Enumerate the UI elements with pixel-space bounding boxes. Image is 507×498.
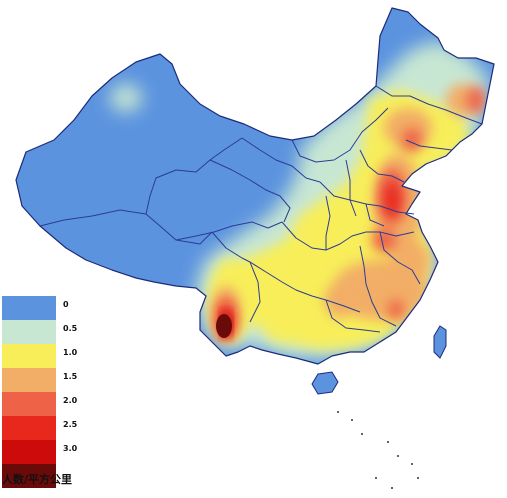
legend-item: 1.5 bbox=[2, 368, 102, 392]
border-jilin-liaoning bbox=[405, 139, 453, 151]
border-henan-shandong bbox=[365, 203, 385, 227]
legend-item: 2.0 bbox=[2, 392, 102, 416]
legend-value: 2.5 bbox=[63, 420, 78, 429]
border-hubei-anhui bbox=[379, 231, 421, 285]
legend-value: 1.5 bbox=[63, 372, 78, 381]
border-north-china bbox=[359, 149, 405, 183]
legend-item: 0.5 bbox=[2, 320, 102, 344]
china-outline bbox=[15, 7, 495, 365]
legend-swatch bbox=[2, 464, 56, 488]
legend: 0 0.5 1.0 1.5 2.0 2.5 3.0 bbox=[2, 296, 102, 488]
hainan-island bbox=[311, 371, 339, 395]
border-northeast bbox=[375, 85, 483, 125]
border-shaanxi bbox=[325, 195, 331, 250]
legend-item: 1.0 bbox=[2, 344, 102, 368]
legend-swatch bbox=[2, 296, 56, 320]
legend-value: 2.0 bbox=[63, 396, 78, 405]
legend-value: 1.0 bbox=[63, 348, 78, 357]
border-qinghai-tibet bbox=[175, 221, 283, 241]
south-sea-islands bbox=[337, 411, 419, 489]
legend-item: 2.5 bbox=[2, 416, 102, 440]
legend-caption: 人数/平方公里 bbox=[2, 473, 73, 486]
border-sichuan-yunnan bbox=[211, 231, 261, 323]
legend-value: 3.0 bbox=[63, 444, 78, 453]
border-xinjiang-qinghai-gansu bbox=[145, 137, 243, 215]
density-peak-3-0-plus bbox=[216, 314, 232, 338]
province-borders bbox=[39, 85, 483, 333]
legend-item: 3.0 bbox=[2, 440, 102, 464]
border-yunnan-guizhou-guangxi bbox=[249, 261, 361, 313]
border-inner-mongolia-south bbox=[291, 107, 389, 163]
border-gansu-inner-mongolia bbox=[241, 137, 321, 183]
legend-swatch bbox=[2, 368, 56, 392]
taiwan-island bbox=[433, 325, 447, 359]
border-hunan-jiangxi-fujian bbox=[359, 245, 397, 327]
legend-item: 0 bbox=[2, 296, 102, 320]
border-sichuan-east bbox=[281, 221, 415, 251]
legend-swatch bbox=[2, 320, 56, 344]
legend-swatch bbox=[2, 344, 56, 368]
legend-swatch bbox=[2, 416, 56, 440]
legend-value: 0 bbox=[63, 300, 69, 309]
border-guangdong bbox=[325, 299, 381, 333]
border-shanxi-hebei bbox=[345, 159, 357, 217]
islands bbox=[311, 325, 447, 395]
legend-swatch bbox=[2, 440, 56, 464]
legend-item bbox=[2, 464, 102, 488]
legend-swatch bbox=[2, 392, 56, 416]
border-qinghai-gansu bbox=[209, 159, 291, 223]
legend-value: 0.5 bbox=[63, 324, 78, 333]
